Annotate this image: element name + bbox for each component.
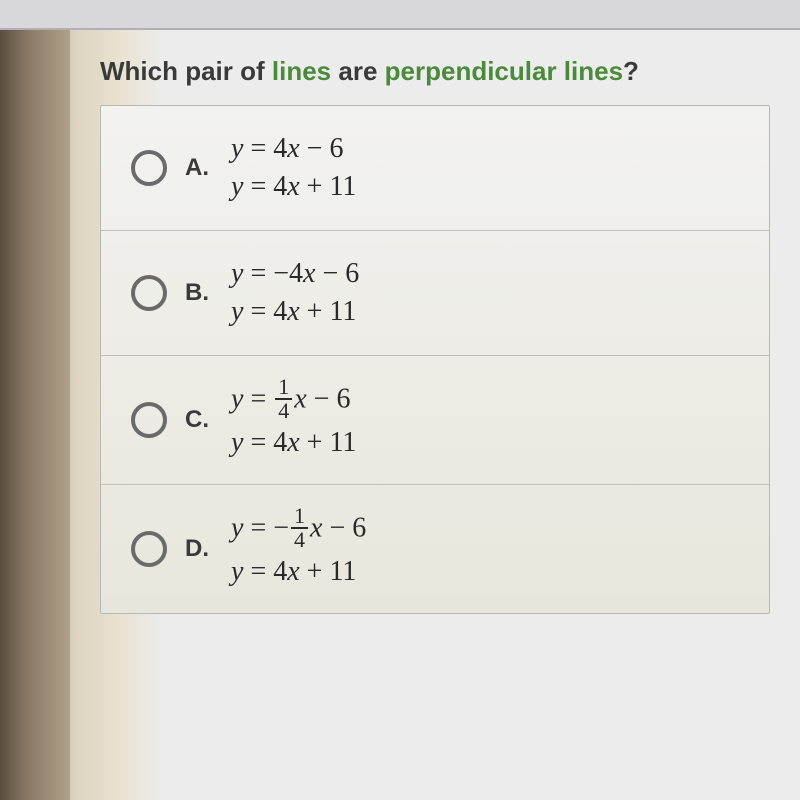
option-c[interactable]: C. y = 14x − 6 y = 4x + 11 [101,356,769,485]
equation-1: y = 4x − 6 [231,130,356,168]
question-text: Which pair of lines are perpendicular li… [100,48,770,105]
screen-bezel [0,0,70,800]
equation-1: y = −4x − 6 [231,255,359,293]
question-green-1: lines [272,56,331,86]
option-a[interactable]: A. y = 4x − 6 y = 4x + 11 [101,106,769,231]
option-label: C. [185,406,211,434]
option-equations: y = −14x − 6 y = 4x + 11 [231,507,366,591]
option-equations: y = 4x − 6 y = 4x + 11 [231,130,356,206]
options-container: A. y = 4x − 6 y = 4x + 11 B. y = −4x − 6… [100,105,770,614]
option-label: A. [185,154,211,182]
radio-icon[interactable] [131,531,167,567]
option-d[interactable]: D. y = −14x − 6 y = 4x + 11 [101,485,769,613]
equation-2: y = 4x + 11 [231,553,366,591]
question-green-2: perpendicular lines [385,56,623,86]
radio-icon[interactable] [131,402,167,438]
option-label: B. [185,279,211,307]
content-area: Which pair of lines are perpendicular li… [70,0,800,634]
equation-1: y = −14x − 6 [231,507,366,553]
equation-1: y = 14x − 6 [231,378,356,424]
option-equations: y = 14x − 6 y = 4x + 11 [231,378,356,462]
option-b[interactable]: B. y = −4x − 6 y = 4x + 11 [101,231,769,356]
equation-2: y = 4x + 11 [231,424,356,462]
question-suffix: ? [623,56,639,86]
question-prefix: Which pair of [100,56,272,86]
equation-2: y = 4x + 11 [231,293,359,331]
top-bar [0,0,800,30]
radio-icon[interactable] [131,275,167,311]
option-label: D. [185,535,211,563]
option-equations: y = −4x − 6 y = 4x + 11 [231,255,359,331]
equation-2: y = 4x + 11 [231,168,356,206]
radio-icon[interactable] [131,150,167,186]
question-mid: are [331,56,385,86]
